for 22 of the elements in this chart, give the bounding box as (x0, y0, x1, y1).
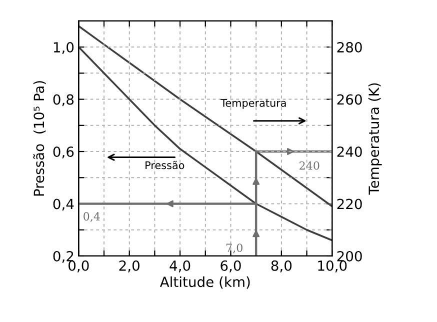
x-tick-label: 10,0 (318, 260, 347, 272)
x-tick-label: 6,0 (220, 260, 241, 272)
y2-tick-label: 280 (337, 42, 362, 53)
annotation: 0,4 (84, 212, 100, 222)
annotation: 240 (300, 161, 320, 170)
y2-tick-label: 240 (337, 146, 362, 157)
y2-tick-label: 220 (337, 198, 362, 210)
y-tick-label: 0,8 (53, 94, 74, 106)
annotation: Pressão (146, 160, 184, 170)
annotation: Temperatura (220, 99, 286, 109)
x-axis-title: Altitude (km) (160, 276, 250, 289)
y-tick-label: 0,4 (53, 198, 74, 211)
y-axis-title: Pressão (10⁵ Pa) (33, 81, 46, 196)
x-tick-label: 4,0 (170, 260, 190, 272)
y2-axis-title: Temperatura (K) (368, 83, 382, 195)
x-tick-label: 8,0 (271, 260, 292, 272)
y2-tick-label: 260 (337, 94, 362, 105)
y-tick-label: 1,0 (54, 42, 74, 54)
y-tick-label: 0,6 (53, 146, 74, 158)
y2-tick-label: 200 (337, 250, 362, 262)
annotation: 7,0 (226, 244, 242, 254)
x-tick-label: 2,0 (119, 260, 140, 272)
